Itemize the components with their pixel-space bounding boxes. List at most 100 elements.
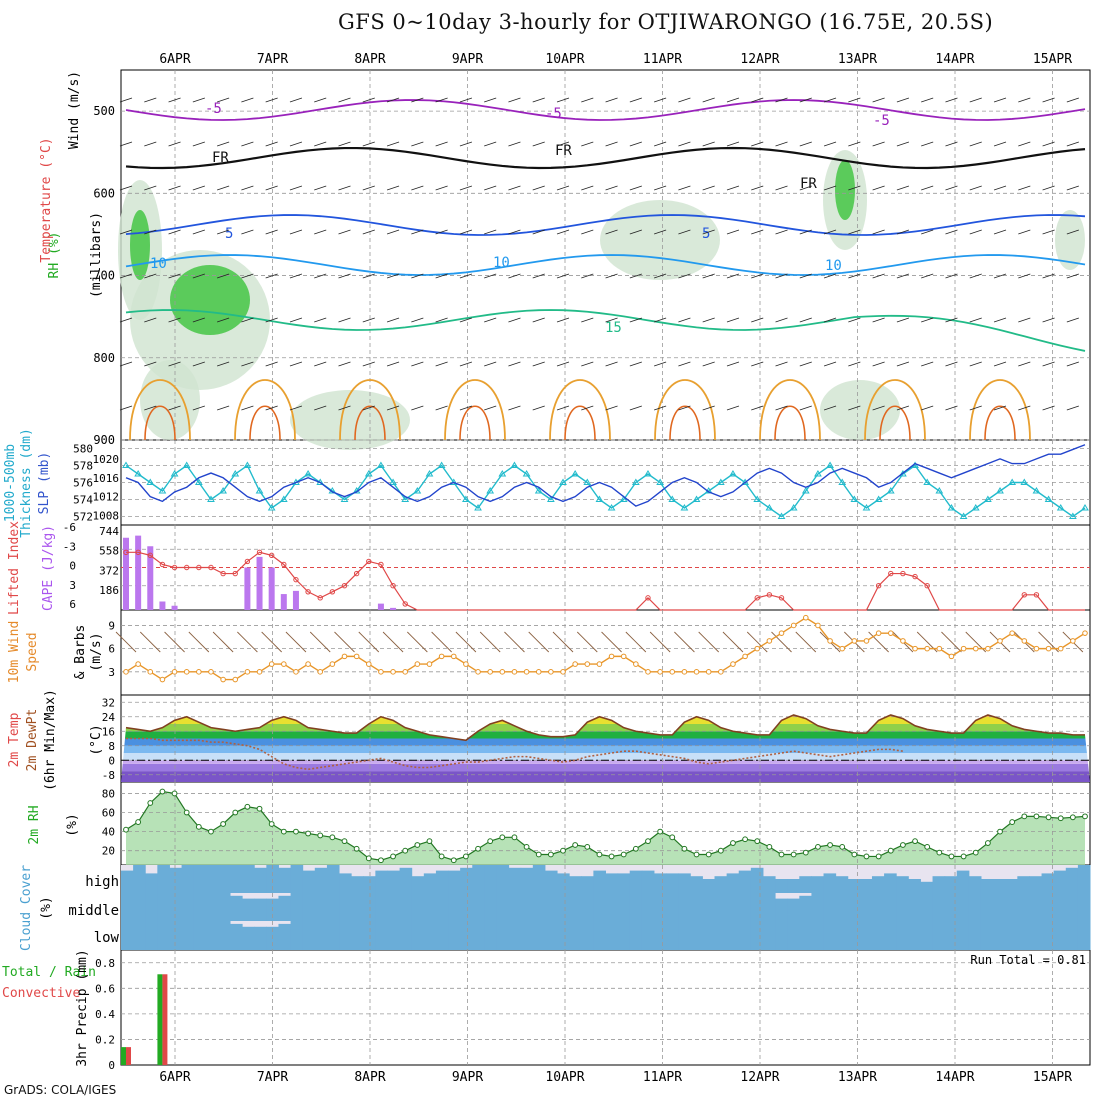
cloud-bar [666, 893, 679, 921]
rh-marker [632, 845, 639, 852]
wind-barb [601, 631, 622, 653]
wind-barb [629, 405, 642, 411]
wind-barb [872, 273, 885, 279]
wind-barb [532, 141, 545, 147]
wind-barb [872, 141, 885, 147]
rh-marker [717, 847, 724, 854]
y-tick-label: 24 [102, 711, 116, 724]
cloud-bar [326, 865, 340, 893]
wind-speed-line-marker [281, 661, 287, 667]
wind-speed-line-marker [353, 653, 360, 660]
thickness-line-marker [510, 461, 519, 468]
wind-barb [629, 97, 642, 103]
cloud-bar [242, 898, 255, 921]
wind-barb [411, 185, 424, 191]
wind-speed-line-marker [900, 638, 906, 644]
cloud-bar [1065, 867, 1079, 893]
cloud-bar [460, 867, 473, 893]
y-tick-label-right: 1012 [93, 491, 120, 504]
wind-barb [654, 185, 667, 191]
date-label-top: 10APR [545, 52, 584, 67]
wind-barb [362, 141, 375, 147]
cloud-bar [205, 865, 219, 893]
cloud-bar [896, 921, 909, 950]
rh-marker [195, 823, 202, 830]
thickness-line-marker [984, 495, 992, 502]
wind-barb [702, 273, 715, 279]
cloud-bar [605, 893, 619, 921]
thickness-line-marker [546, 495, 555, 502]
rh-marker [1009, 819, 1016, 825]
y-tick-label: 40 [102, 826, 115, 839]
rh-marker [353, 845, 360, 852]
wind-speed-line-marker [827, 638, 833, 644]
wind-barb [532, 185, 545, 191]
thickness-line-marker [486, 487, 495, 494]
wind-barb [144, 405, 157, 411]
temperature-contour [144, 405, 176, 441]
wind-barb [338, 317, 351, 323]
precip-bar-total [157, 974, 163, 1065]
wind-barb [265, 141, 278, 147]
cloud-bar [230, 923, 243, 950]
wind-speed-line-marker [948, 653, 955, 660]
wind-speed-line-marker [972, 645, 979, 652]
rh-marker [948, 853, 955, 860]
wind-speed-line-marker [936, 645, 943, 652]
wind-speed-line-marker [924, 645, 930, 652]
thickness-line-marker [122, 461, 130, 468]
lifted-index-marker [778, 595, 785, 601]
thickness-line-marker [571, 470, 580, 477]
wind-barb [358, 631, 380, 653]
cloud-bar [1065, 893, 1079, 921]
thickness-line-marker [1032, 487, 1041, 494]
wind-barb [1042, 405, 1055, 411]
cloud-bar [1029, 893, 1043, 921]
rh-marker [159, 788, 166, 795]
wind-barb [168, 273, 181, 279]
cloud-bar [666, 873, 679, 893]
thickness-line-marker [765, 504, 774, 511]
wind-barb [969, 317, 982, 323]
wind-barb [775, 317, 788, 323]
wind-barb [314, 185, 327, 191]
wind-barb [654, 361, 667, 367]
date-label-bottom: 10APR [545, 1070, 584, 1085]
wind-speed-line-marker [887, 630, 894, 636]
thickness-line-marker [668, 495, 677, 502]
thickness-line-marker [607, 504, 616, 511]
wind-barb [314, 405, 327, 411]
wind-barb [969, 229, 982, 235]
cape-bar [390, 607, 397, 610]
rh-marker [365, 855, 372, 862]
wind-barb [1042, 185, 1055, 191]
cloud-bar [944, 893, 958, 921]
cloud-bar [605, 873, 619, 893]
wind-barb [508, 97, 521, 103]
wind-barb [921, 317, 934, 323]
wind-barb [993, 141, 1007, 147]
rh-marker [912, 838, 918, 845]
wind-speed-line-marker [475, 669, 481, 675]
cloud-bar [884, 873, 897, 893]
rh-marker [839, 843, 846, 850]
wind-barb [241, 185, 254, 191]
isotherm-label: 10 [825, 258, 842, 274]
cloud-bar [678, 893, 691, 921]
rh-marker [1082, 813, 1088, 820]
rh-marker [523, 843, 530, 850]
cloud-bar [775, 921, 788, 950]
cloud-bar [1041, 873, 1055, 893]
wind-barb [241, 361, 254, 367]
rh-area [126, 791, 1085, 865]
wind-barb [795, 631, 817, 653]
cloud-row-label: low [94, 930, 120, 946]
y-axis-label: 1000-500mb [3, 444, 18, 522]
wind-barb [139, 631, 161, 653]
cloud-bar [593, 893, 606, 921]
wind-barb [726, 405, 740, 411]
wind-barb [484, 185, 497, 191]
cloud-bar [205, 893, 219, 921]
cloud-bar [387, 921, 401, 950]
wind-barb [459, 97, 473, 103]
